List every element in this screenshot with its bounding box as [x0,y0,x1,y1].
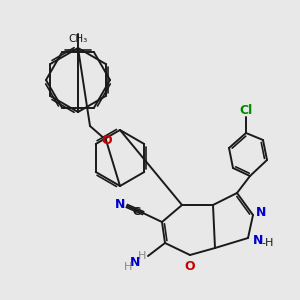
Text: O: O [102,134,112,146]
Text: N: N [130,256,140,268]
Text: N: N [256,206,266,220]
Text: N: N [253,235,263,248]
Text: N: N [115,199,125,212]
Text: CH₃: CH₃ [68,34,88,44]
Text: Cl: Cl [239,104,253,117]
Text: H: H [124,262,132,272]
Text: -H: -H [261,238,273,248]
Text: H: H [138,251,146,261]
Text: O: O [185,260,195,273]
Text: C: C [133,207,141,217]
